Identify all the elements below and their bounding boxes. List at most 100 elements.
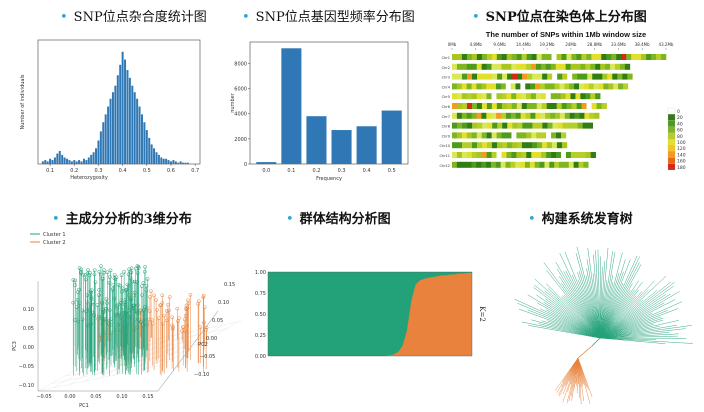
bullet-icon: • <box>472 10 480 25</box>
bullet-icon: • <box>242 10 250 25</box>
tree-leaf-branch <box>612 295 637 324</box>
density-cell <box>452 142 458 149</box>
histogram-bar <box>82 158 85 164</box>
density-cell <box>497 73 503 80</box>
density-cell <box>593 83 599 90</box>
histogram-bar <box>44 160 47 164</box>
tree-leaf-branch <box>538 323 579 334</box>
tree-leaf-branch <box>536 294 578 324</box>
tree-leaf-branch <box>619 338 657 340</box>
grid-line <box>37 365 159 392</box>
density-cell <box>570 63 576 70</box>
density-cell <box>541 132 547 139</box>
tree-leaf-branch <box>571 375 576 402</box>
density-cell <box>559 112 566 119</box>
density-cell <box>661 54 667 60</box>
density-cell <box>461 112 468 119</box>
density-cell <box>605 63 611 70</box>
density-cell <box>486 161 492 168</box>
density-cell <box>471 63 477 70</box>
density-cell <box>477 122 483 129</box>
cluster-1-point <box>118 283 122 288</box>
legend-label-cluster-1: Cluster 1 <box>43 232 66 238</box>
density-cell <box>481 93 487 100</box>
density-cell <box>456 112 463 119</box>
density-cell <box>531 142 538 149</box>
density-cell <box>461 132 468 139</box>
density-cell <box>560 152 567 158</box>
y-tick-label: 4000 <box>234 112 247 118</box>
density-cell <box>583 83 590 90</box>
density-cell <box>452 93 458 100</box>
tree-leaf-branch <box>565 369 574 387</box>
histogram-bar <box>169 161 172 164</box>
pc1-tick-label: −0.05 <box>36 394 51 400</box>
density-cell <box>567 73 573 80</box>
tree-leaf-branch <box>533 287 577 321</box>
tree-leaf-branch <box>570 373 576 397</box>
density-cell <box>546 142 553 149</box>
density-cell <box>564 112 570 119</box>
cluster-1-point <box>88 270 92 275</box>
density-cell <box>497 122 503 129</box>
density-cell <box>555 93 561 100</box>
density-cell <box>560 93 566 100</box>
density-cell <box>577 122 583 129</box>
cluster-1-point <box>122 269 127 274</box>
tree-branch <box>568 357 579 372</box>
histogram-bar <box>78 160 81 164</box>
density-cell <box>502 73 508 80</box>
histogram-bar <box>53 157 56 164</box>
density-cell <box>540 93 547 100</box>
density-cell <box>510 161 516 168</box>
pc3-tick-label: −0.10 <box>19 383 34 389</box>
density-cell <box>578 161 584 168</box>
density-cell <box>466 54 473 60</box>
density-cell <box>552 73 558 80</box>
density-cell <box>590 93 596 100</box>
density-cell <box>491 83 497 90</box>
cluster-1-point <box>119 273 124 277</box>
cluster-1-point <box>89 290 94 295</box>
density-cell <box>636 54 642 60</box>
chromosome-label: Chr12 <box>439 164 450 168</box>
cluster-2-point <box>156 316 161 321</box>
density-cell <box>466 161 472 168</box>
y-tick-label: 0 <box>244 162 247 168</box>
tree-leaf-branch <box>626 324 678 334</box>
density-cell <box>536 54 542 60</box>
density-cell <box>545 112 551 119</box>
cluster-2-point <box>167 295 172 299</box>
density-cell <box>551 103 557 109</box>
cluster-1-point <box>135 271 140 275</box>
tree-branch <box>577 345 593 359</box>
histogram-bar <box>133 92 136 164</box>
tree-leaf-branch <box>605 251 616 308</box>
density-cell <box>501 142 508 149</box>
tree-leaf-branch <box>545 298 581 325</box>
density-cell <box>517 122 523 129</box>
density-cell <box>641 54 647 60</box>
density-cell <box>585 93 591 100</box>
density-cell <box>586 54 592 60</box>
tree-leaf-branch <box>547 287 582 321</box>
density-cell <box>491 103 498 109</box>
density-cell <box>526 63 532 70</box>
density-cell <box>490 161 497 168</box>
tree-branch <box>591 337 601 347</box>
density-cell <box>583 161 589 168</box>
density-cell <box>536 142 543 149</box>
legend-label: 180 <box>677 165 686 171</box>
frequency-bar <box>306 116 327 164</box>
histogram-bar <box>104 114 107 164</box>
histogram-bar <box>138 106 141 164</box>
cluster-1-point <box>128 270 132 275</box>
frequency-bar <box>331 130 352 164</box>
tree-leaf-branch <box>604 251 613 308</box>
density-cell <box>506 63 512 70</box>
legend-swatch <box>667 157 676 164</box>
density-cell <box>585 63 591 70</box>
tree-leaf-branch <box>604 274 614 316</box>
density-cell <box>481 152 487 158</box>
tree-leaf-branch <box>563 271 588 315</box>
